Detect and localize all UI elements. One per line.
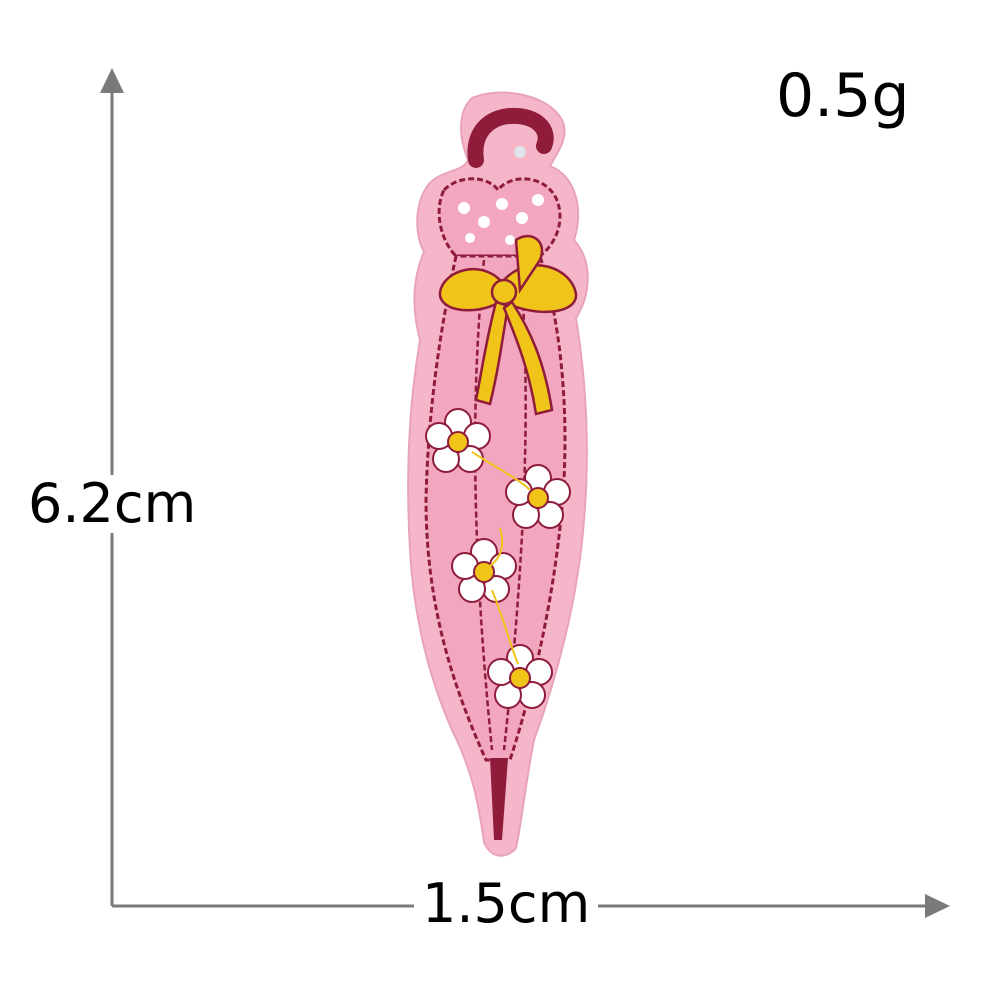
up-arrow-icon	[100, 68, 124, 93]
height-label: 6.2cm	[28, 472, 197, 535]
fold-line-right	[502, 259, 527, 751]
hang-hole	[514, 146, 526, 158]
weight-label: 0.5g	[776, 61, 910, 131]
flower	[425, 408, 491, 473]
width-label: 1.5cm	[414, 877, 599, 931]
flower	[505, 464, 571, 529]
umbrella-tip	[490, 758, 508, 840]
flower	[451, 538, 517, 603]
crown-dots	[458, 194, 544, 245]
thread-lines	[471, 451, 531, 665]
handle-hook	[467, 107, 554, 168]
umbrella-patch-icon	[407, 91, 589, 857]
right-arrow-icon	[925, 894, 950, 918]
bow	[438, 234, 578, 416]
